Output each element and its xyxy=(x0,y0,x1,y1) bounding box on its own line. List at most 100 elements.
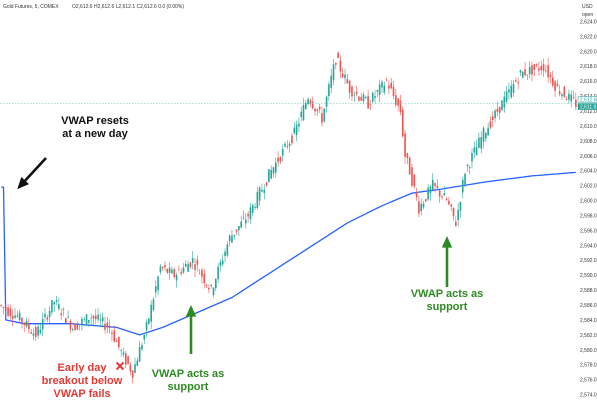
candle-body xyxy=(21,317,23,323)
candle-body xyxy=(540,66,543,71)
candle-body xyxy=(325,96,328,107)
candle xyxy=(233,234,236,240)
candle xyxy=(348,79,351,99)
candle xyxy=(23,322,26,332)
candle xyxy=(485,131,487,143)
candle xyxy=(129,361,132,376)
candle-body xyxy=(401,109,404,137)
candle-body xyxy=(436,185,439,188)
candle xyxy=(314,107,316,116)
candle-body xyxy=(120,350,122,352)
candle-body xyxy=(256,191,259,208)
candle xyxy=(300,106,303,122)
candle xyxy=(561,93,563,101)
candle xyxy=(44,308,46,322)
candle xyxy=(226,241,229,258)
candle-body xyxy=(141,344,143,350)
price-tag xyxy=(577,103,597,110)
currency-label: USD xyxy=(582,4,593,10)
candle xyxy=(335,62,337,70)
candle xyxy=(258,185,261,207)
candle xyxy=(558,85,561,97)
candle xyxy=(501,99,503,111)
candle-body xyxy=(196,259,199,265)
y-tick-label: 2,574.0 xyxy=(580,393,597,399)
candle xyxy=(173,267,176,279)
candle-body xyxy=(74,323,76,331)
annotation-text: support xyxy=(427,301,468,313)
candle-body xyxy=(113,330,116,342)
candle-body xyxy=(508,89,510,93)
candle xyxy=(88,319,90,328)
candle-body xyxy=(531,65,533,75)
candle xyxy=(309,98,312,108)
candle-body xyxy=(480,137,483,149)
candle xyxy=(30,328,32,335)
candle-body xyxy=(413,174,416,187)
annotation-text: support xyxy=(168,381,209,393)
candle xyxy=(401,106,404,138)
candle-body xyxy=(235,229,238,232)
candle xyxy=(429,184,432,201)
candle-body xyxy=(187,264,189,272)
candle-body xyxy=(168,267,171,273)
candle xyxy=(14,308,16,320)
candle xyxy=(122,347,125,358)
candle xyxy=(11,308,14,327)
candle xyxy=(152,296,155,312)
candle-body xyxy=(547,65,549,78)
candle xyxy=(196,255,199,272)
candle xyxy=(519,69,522,77)
candle-body xyxy=(475,147,478,156)
candle xyxy=(346,73,349,84)
candle xyxy=(549,72,552,84)
candle xyxy=(341,67,344,79)
candle-body xyxy=(291,135,293,144)
candle-body xyxy=(538,68,540,71)
annotation-text: VWAP acts as xyxy=(411,288,484,300)
candle xyxy=(441,194,443,200)
candle-body xyxy=(205,284,208,286)
candle xyxy=(475,139,478,156)
y-tick-label: 2,624.0 xyxy=(580,19,597,25)
candle-body xyxy=(369,104,372,106)
candle xyxy=(436,179,439,191)
candle-body xyxy=(226,244,229,256)
candle xyxy=(217,263,219,284)
candle xyxy=(263,184,266,200)
candle-body xyxy=(217,266,219,280)
candle xyxy=(159,263,162,275)
candle xyxy=(408,156,411,175)
candle-body xyxy=(293,127,296,134)
candle xyxy=(498,106,501,120)
annotation-text: at a new day xyxy=(62,128,128,140)
candle xyxy=(254,203,256,210)
candle-body xyxy=(572,97,575,99)
candle-body xyxy=(321,113,323,123)
candle-body xyxy=(284,143,286,147)
candle xyxy=(270,165,272,180)
candle-body xyxy=(83,318,86,320)
candle-body xyxy=(143,334,146,340)
candle xyxy=(385,77,388,82)
candle xyxy=(191,251,194,270)
candle-body xyxy=(62,309,65,310)
y-tick-label: 2,622.0 xyxy=(580,34,597,40)
candle-body xyxy=(281,148,284,156)
candle xyxy=(434,182,436,193)
candle xyxy=(141,342,143,352)
candle xyxy=(503,90,506,113)
candle-body xyxy=(323,108,326,122)
candle-body xyxy=(221,260,224,265)
candle xyxy=(332,58,335,86)
candle-body xyxy=(69,320,72,330)
candle-body xyxy=(376,90,379,92)
candle xyxy=(321,106,323,127)
chart-header: Gold Futures, 5, COMEX O2,612.6 H2,612.6… xyxy=(3,4,593,18)
y-tick-label: 2,618.0 xyxy=(580,64,597,70)
candle xyxy=(9,304,12,320)
candle-body xyxy=(445,199,448,201)
candle xyxy=(256,187,259,210)
candle-body xyxy=(510,85,513,98)
